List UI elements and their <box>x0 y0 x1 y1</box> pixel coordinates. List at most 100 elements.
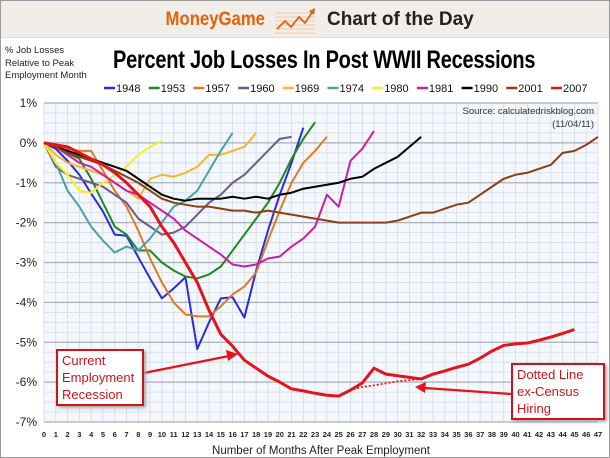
x-tick-label: 8 <box>136 430 140 439</box>
x-tick-label: 7 <box>124 430 128 439</box>
annotation-line: ex-Census <box>517 384 580 399</box>
x-tick-label: 32 <box>417 430 425 439</box>
x-tick-label: 14 <box>205 430 214 439</box>
legend-label-2001: 2001 <box>518 83 542 95</box>
x-tick-label: 46 <box>582 430 590 439</box>
x-tick-label: 6 <box>113 430 117 439</box>
x-tick-label: 35 <box>452 430 460 439</box>
y-axis-label: % Job Losses Relative to Peak Employment M… <box>5 45 101 83</box>
x-tick-label: 21 <box>287 430 295 439</box>
x-tick-label: 38 <box>488 430 496 439</box>
x-tick-label: 17 <box>240 430 248 439</box>
x-tick-label: 2 <box>65 430 69 439</box>
x-tick-label: 15 <box>217 430 225 439</box>
x-tick-label: 44 <box>558 430 567 439</box>
arrow-dotted-line <box>424 386 512 396</box>
brand-logo-text: MoneyGame <box>165 9 265 30</box>
legend-label-1969: 1969 <box>295 83 319 95</box>
y-tick-label: -2% <box>16 216 38 230</box>
x-tick-label: 1 <box>54 430 58 439</box>
x-tick-label: 27 <box>358 430 366 439</box>
x-tick-label: 45 <box>570 430 578 439</box>
x-tick-label: 22 <box>299 430 307 439</box>
x-tick-label: 4 <box>89 430 94 439</box>
annotation-dotted-line: Dotted Line ex-Census Hiring <box>511 363 605 420</box>
x-tick-label: 36 <box>464 430 472 439</box>
x-tick-label: 19 <box>264 430 272 439</box>
y-tick-label: -6% <box>16 375 38 389</box>
chart-of-the-day-label: Chart of the Day <box>327 9 474 30</box>
legend-label-1960: 1960 <box>250 83 274 95</box>
y-tick-label: -5% <box>16 335 38 349</box>
series-line-2001 <box>43 136 599 224</box>
y-tick-labels: 1% 0% -1% -2% -3% -4% -5% -6% -7% <box>16 96 38 429</box>
x-tick-labels: 0 1 2 3 4 5 6 7 8 9 10 11 12 13 14 15 16 17 18 19 20 21 22 23 24… <box>42 430 602 439</box>
annotation-line: Recession <box>62 387 123 402</box>
series-line-1990 <box>43 136 422 202</box>
y-tick-label: -1% <box>16 176 38 190</box>
x-tick-label: 9 <box>148 430 152 439</box>
y-tick-label: -7% <box>16 415 38 429</box>
x-tick-label: 42 <box>535 430 543 439</box>
annotation-line: Current <box>62 353 106 368</box>
annotation-current-recession: Current Employment Recession <box>56 349 144 406</box>
x-tick-label: 28 <box>370 430 378 439</box>
source-date: (11/04/11) <box>552 119 594 130</box>
header-banner: MoneyGame Chart of the Day <box>1 1 609 38</box>
y-tick-label: -3% <box>16 256 38 270</box>
annotation-line: Dotted Line <box>517 367 584 382</box>
legend-label-1990: 1990 <box>474 83 498 95</box>
series-line-1969 <box>43 132 257 200</box>
y-tick-label: 0% <box>20 136 38 150</box>
y-tick-label: -4% <box>16 295 38 309</box>
legend-label-1957: 1957 <box>205 83 229 95</box>
x-tick-label: 25 <box>335 430 343 439</box>
x-tick-label: 39 <box>500 430 508 439</box>
x-tick-label: 47 <box>594 430 602 439</box>
series-line-1981 <box>43 130 375 268</box>
y-tick-label: 1% <box>20 96 38 110</box>
chart-title: Percent Job Losses In Post WWII Recessio… <box>113 46 536 74</box>
x-tick-label: 29 <box>382 430 390 439</box>
arrow-head <box>415 382 426 393</box>
x-tick-label: 24 <box>323 430 332 439</box>
x-tick-label: 16 <box>228 430 236 439</box>
x-tick-label: 11 <box>170 430 178 439</box>
legend: 1948 1953 1957 1960 1969 1974 1980 1981 1990 2001… <box>104 83 587 95</box>
series-line-1957 <box>43 136 328 318</box>
legend-label-1981: 1981 <box>429 83 453 95</box>
x-tick-label: 34 <box>441 430 450 439</box>
x-tick-label: 0 <box>42 430 46 439</box>
x-tick-label: 12 <box>181 430 189 439</box>
x-tick-label: 43 <box>547 430 555 439</box>
x-tick-label: 5 <box>101 430 105 439</box>
y-axis-label-line: % Job Losses <box>5 45 65 56</box>
x-tick-label: 40 <box>511 430 519 439</box>
series-line-1974 <box>43 132 234 254</box>
x-tick-label: 37 <box>476 430 484 439</box>
x-tick-label: 20 <box>276 430 284 439</box>
legend-label-1948: 1948 <box>116 83 140 95</box>
series-line-1980 <box>43 139 163 194</box>
x-tick-label: 31 <box>405 430 413 439</box>
x-tick-label: 13 <box>193 430 201 439</box>
y-axis-label-line: Employment Month <box>5 70 87 81</box>
annotation-line: Hiring <box>517 401 551 416</box>
annotation-arrows <box>138 350 512 396</box>
rising-chart-arrow-icon <box>275 8 315 34</box>
source-note: Source: calculatedriskblog.com <box>463 106 595 117</box>
x-tick-label: 10 <box>158 430 166 439</box>
series-lines <box>43 121 599 398</box>
x-tick-label: 23 <box>311 430 319 439</box>
legend-label-1980: 1980 <box>384 83 408 95</box>
x-axis-label: Number of Months After Peak Employment <box>212 445 431 457</box>
series-line-1948 <box>43 127 305 351</box>
y-axis-label-line: Relative to Peak <box>5 57 75 69</box>
x-tick-label: 33 <box>429 430 437 439</box>
x-tick-label: 3 <box>77 430 81 439</box>
annotation-line: Employment <box>62 370 135 385</box>
legend-label-2007: 2007 <box>563 83 587 95</box>
arrow-head <box>226 350 238 361</box>
series-line-1953 <box>43 121 316 280</box>
